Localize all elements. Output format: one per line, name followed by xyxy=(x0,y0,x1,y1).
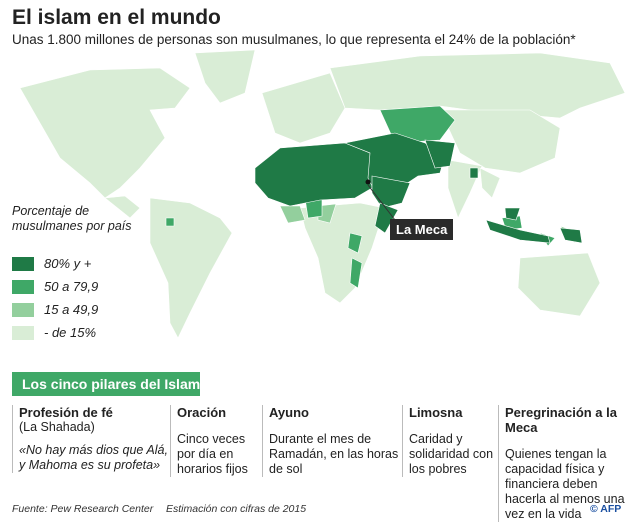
pillar-text: Cinco veces por día en horarios fijos xyxy=(177,432,248,476)
legend-swatch xyxy=(12,256,34,271)
subtitle: Unas 1.800 millones de personas son musu… xyxy=(12,32,576,47)
pillar-title: Ayuno xyxy=(269,405,309,420)
legend-item: - de 15% xyxy=(12,325,96,340)
pillar-title: Limosna xyxy=(409,405,463,420)
legend-label: 80% y + xyxy=(44,256,92,271)
source: Fuente: Pew Research Center xyxy=(12,503,154,515)
legend-swatch xyxy=(12,302,34,317)
mecca-marker xyxy=(365,179,371,185)
pillar-text: Durante el mes de Ramadán, en las horas … xyxy=(269,432,399,476)
legend-swatch xyxy=(12,325,34,340)
legend-label: 15 a 49,9 xyxy=(44,302,99,317)
pillar: Oración Cinco veces por día en horarios f… xyxy=(170,405,263,477)
land-low xyxy=(19,49,626,339)
pillar-text: Quienes tengan la capacidad física y fin… xyxy=(505,447,625,521)
section-title: Los cinco pilares del Islam xyxy=(22,376,201,392)
mecca-label: La Meca xyxy=(390,219,454,240)
pillar-title: Peregrinación a la Meca xyxy=(505,405,617,435)
pillar-text: «No hay más dios que Alá, y Mahoma es su… xyxy=(19,443,168,472)
pillar-text: Caridad y solidaridad con los pobres xyxy=(409,432,494,476)
note: Estimación con cifras de 2015 xyxy=(166,503,307,515)
pillar-title: Oración xyxy=(177,405,227,420)
legend-label: - de 15% xyxy=(44,325,97,340)
title: El islam en el mundo xyxy=(12,6,221,29)
legend-label: 50 a 79,9 xyxy=(44,279,99,294)
world-map xyxy=(19,49,626,339)
pillar: Ayuno Durante el mes de Ramadán, en las h… xyxy=(262,405,401,477)
legend-item: 15 a 49,9 xyxy=(12,302,98,317)
pillar-title: Profesión de fé xyxy=(19,405,113,420)
legend-item: 80% y + xyxy=(12,256,91,271)
callout-line xyxy=(367,184,396,221)
legend-title: Porcentaje de musulmanes por país xyxy=(12,204,132,233)
legend-swatch xyxy=(12,279,34,294)
section-bar xyxy=(12,372,200,396)
legend-item: 50 a 79,9 xyxy=(12,279,98,294)
credit: © AFP xyxy=(590,503,622,515)
pillar: Limosna Caridad y solidaridad con los pob… xyxy=(402,405,501,477)
pillar: Peregrinación a la Meca Quienes tengan la… xyxy=(498,405,637,522)
pillar: Profesión de fé (La Shahada) «No hay más d… xyxy=(12,405,169,473)
pillar-subtitle: (La Shahada) xyxy=(19,420,95,434)
